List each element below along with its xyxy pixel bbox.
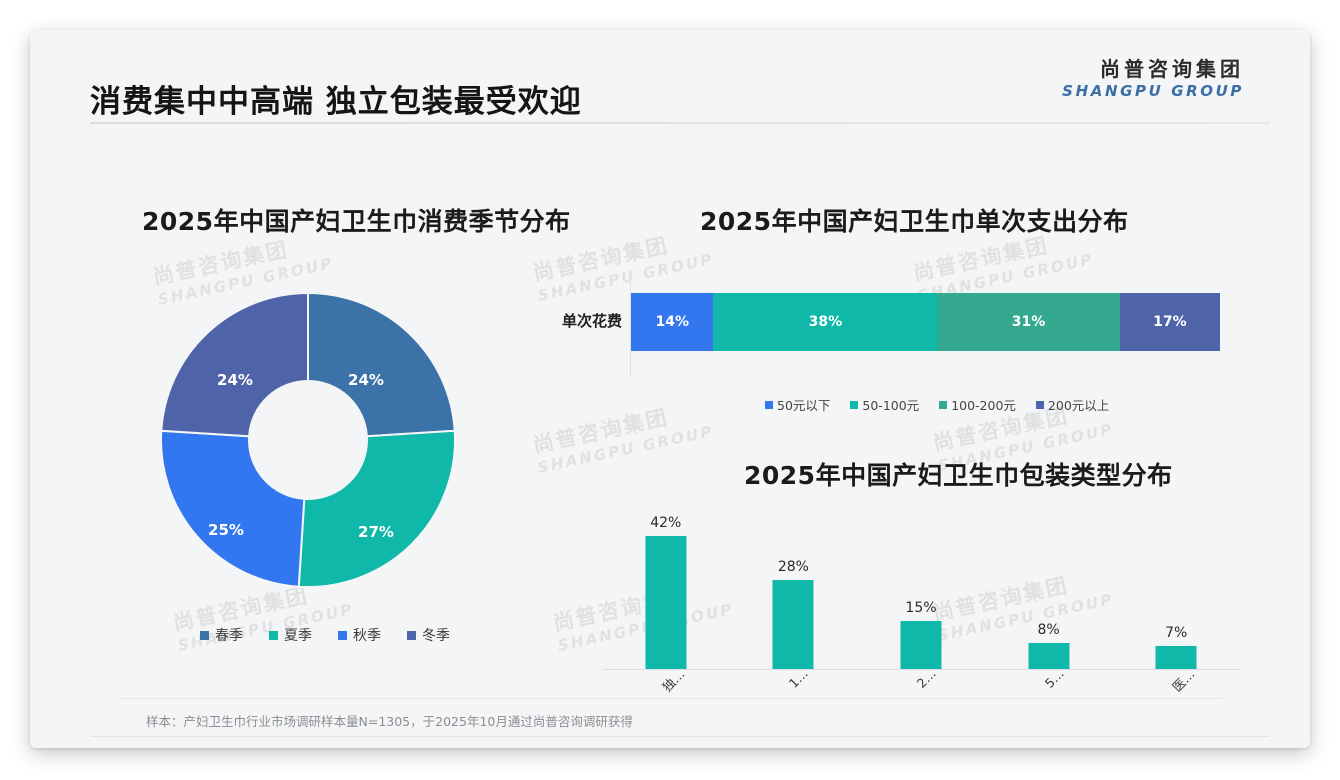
package-column[interactable]: 15% 2… [857,519,985,691]
legend-swatch-icon [200,630,209,640]
logo-text-cn: 尚普咨询集团 [1100,57,1244,81]
legend-item-spring[interactable]: 春季 [200,625,243,645]
legend-label: 50-100元 [862,398,920,413]
page-title: 消费集中中高端 独立包装最受欢迎 [90,84,582,120]
legend-swatch-icon [765,400,773,409]
package-type-chart: 42% 独… 28% 1… 15% 2… 8% 5… 7% 医… [602,515,1240,695]
package-column[interactable]: 7% 医… [1112,519,1240,695]
chart-title-spend: 2025年中国产妇卫生巾单次支出分布 [700,207,1129,236]
package-value: 42% [650,515,682,531]
footer-divider [90,736,1270,737]
spend-segment-under50[interactable]: 14% [631,293,714,351]
watermark-cn: 尚普咨询集团 [530,405,671,458]
sample-note: 样本：产妇卫生巾行业市场调研样本量N=1305，于2025年10月通过尚普咨询调… [146,714,633,729]
legend-item-50to100[interactable]: 50-100元 [850,395,919,414]
package-bar[interactable] [900,621,942,669]
chart-title-package: 2025年中国产妇卫生巾包装类型分布 [744,461,1173,490]
package-column[interactable]: 42% 独… [602,515,730,695]
season-donut-chart: 24% 27% 25% 24% [160,292,456,588]
donut-value-winter: 24% [217,371,253,389]
legend-swatch-icon [269,630,278,640]
package-bar[interactable] [1155,646,1197,669]
legend-swatch-icon [939,400,948,409]
legend-item-100to200[interactable]: 100-200元 [939,395,1016,414]
package-bar[interactable] [772,580,814,669]
spend-segment-over200[interactable]: 17% [1119,293,1220,351]
brand-logo: 尚普咨询集团 SHANGPU GROUP [1062,57,1244,101]
watermark: 尚普咨询集团 SHANGPU GROUP [530,393,715,477]
legend-label: 200元以上 [1047,398,1110,413]
legend-item-under50[interactable]: 50元以下 [765,395,830,414]
legend-item-summer[interactable]: 夏季 [269,625,312,645]
package-column[interactable]: 8% 5… [985,519,1113,691]
legend-swatch-icon [1035,400,1044,409]
package-bar[interactable] [1028,643,1070,669]
chart-title-season: 2025年中国产妇卫生巾消费季节分布 [142,207,571,236]
donut-value-spring: 24% [348,371,384,389]
package-value: 15% [905,600,937,616]
season-legend: 春季 夏季 秋季 冬季 [200,625,476,645]
package-value: 28% [777,559,809,575]
spend-stacked-chart: 单次花费 14% 38% 31% 17% [562,276,1230,386]
legend-label: 秋季 [353,628,381,644]
legend-label: 冬季 [422,628,450,644]
package-columns: 42% 独… 28% 1… 15% 2… 8% 5… 7% 医… [602,515,1240,695]
slide-header: 消费集中中高端 独立包装最受欢迎 尚普咨询集团 SHANGPU GROUP [30,30,1310,122]
watermark-en: SHANGPU GROUP [536,422,716,477]
legend-label: 夏季 [284,628,312,644]
spend-stack: 14% 38% 31% 17% [631,293,1220,351]
legend-label: 100-200元 [951,398,1016,413]
spend-segment-50to100[interactable]: 38% [713,293,938,351]
legend-swatch-icon [850,400,859,409]
copyright-text: ©2025.12 SHANGPU GROUP [92,746,271,748]
website-url[interactable]: www.shangpu-china.com [1090,746,1246,748]
slide-card: 尚普咨询集团 SHANGPU GROUP 尚普咨询集团 SHANGPU GROU… [30,30,1310,748]
legend-swatch-icon [338,630,347,640]
spend-category-label: 单次花费 [561,312,622,330]
package-value: 7% [1165,625,1188,641]
legend-item-over200[interactable]: 200元以上 [1035,395,1110,414]
legend-item-winter[interactable]: 冬季 [407,625,450,645]
spend-segment-100to200[interactable]: 31% [937,293,1120,351]
legend-label: 50元以下 [777,398,831,413]
legend-label: 春季 [215,628,243,644]
logo-text-en: SHANGPU GROUP [1062,82,1244,100]
package-column[interactable]: 28% 1… [730,519,858,691]
header-divider [90,122,1270,124]
spend-legend: 50元以下 50-100元 100-200元 200元以上 [765,395,1129,414]
package-bar[interactable] [645,536,687,669]
donut-value-autumn: 25% [208,521,244,539]
legend-item-autumn[interactable]: 秋季 [338,625,381,645]
spend-axis-line [630,276,631,376]
donut-value-summer: 27% [358,523,394,541]
donut-center-hole [249,381,367,499]
note-divider [118,698,1222,699]
donut-svg [160,292,456,588]
package-baseline [602,669,1240,670]
package-value: 8% [1037,622,1060,638]
legend-swatch-icon [407,630,416,640]
